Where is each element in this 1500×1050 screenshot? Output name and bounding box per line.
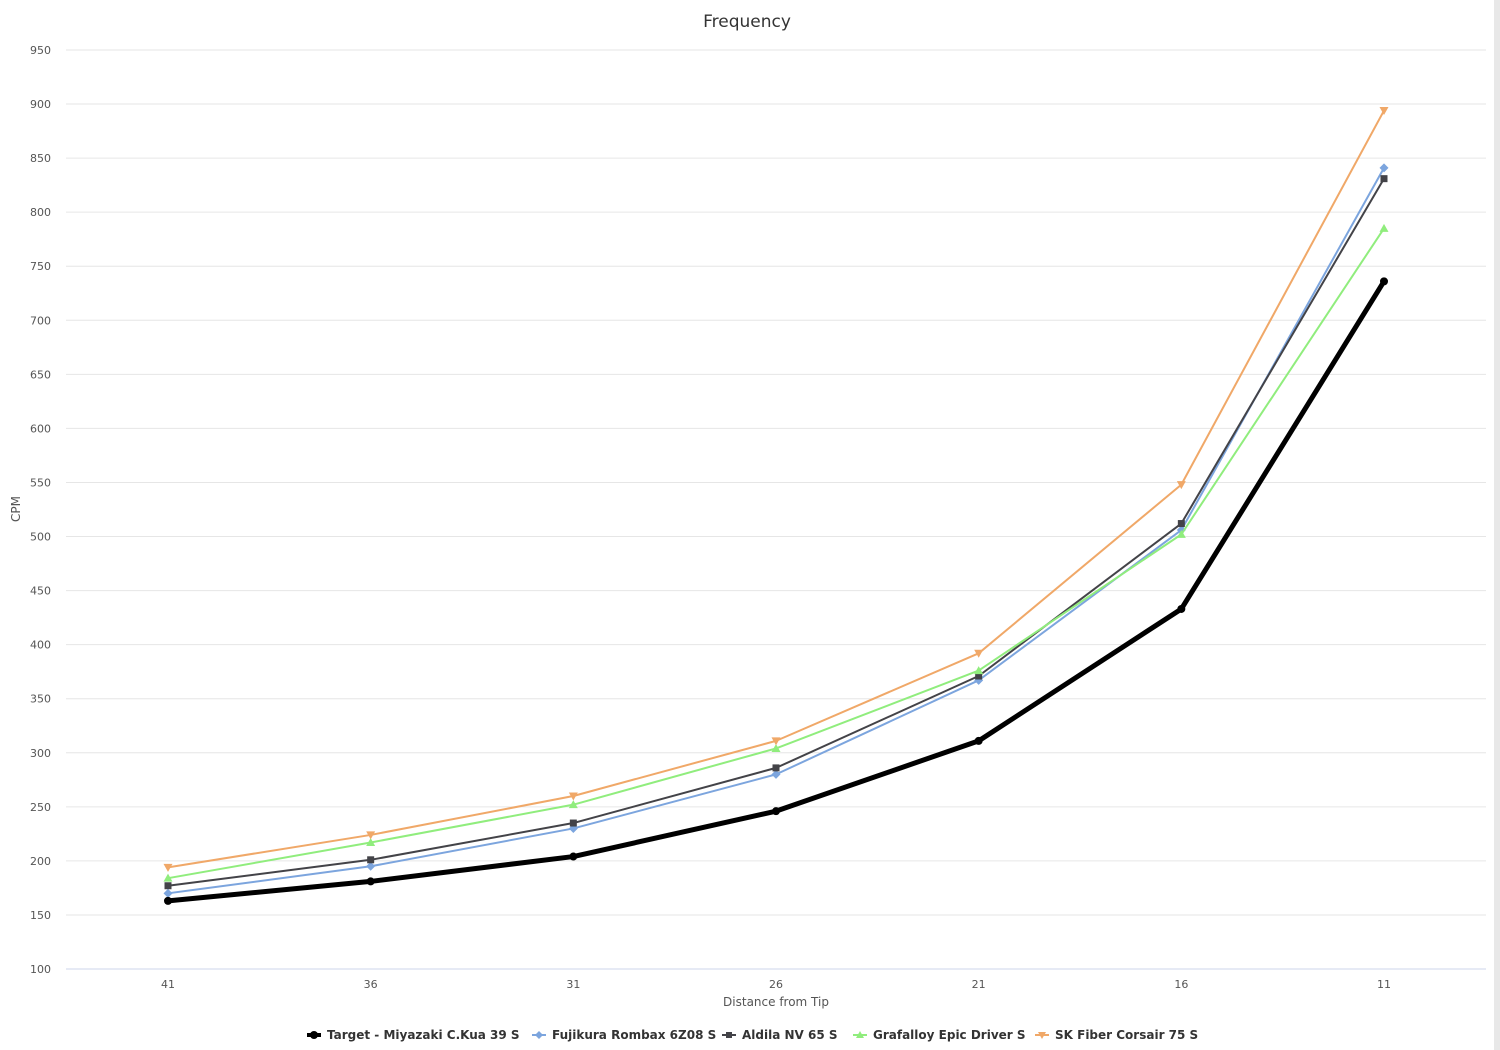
y-tick-label: 900 [30, 98, 51, 111]
legend-item[interactable]: SK Fiber Corsair 75 S [1035, 1028, 1198, 1042]
data-point[interactable] [366, 861, 376, 871]
y-tick-label: 750 [30, 260, 51, 273]
y-tick-label: 150 [30, 909, 51, 922]
data-point[interactable] [1176, 481, 1186, 490]
data-point[interactable] [164, 882, 172, 890]
data-point[interactable] [772, 807, 780, 816]
series-3 [163, 223, 1389, 882]
data-point[interactable] [366, 877, 375, 886]
y-tick-label: 500 [30, 531, 51, 544]
data-point[interactable] [974, 666, 984, 675]
data-point[interactable] [367, 856, 375, 864]
data-point[interactable] [1380, 175, 1388, 183]
y-tick-label: 550 [30, 476, 51, 489]
data-point[interactable] [569, 852, 578, 861]
data-point[interactable] [1379, 163, 1389, 173]
legend-label: Grafalloy Epic Driver S [873, 1028, 1026, 1042]
legend: Target - Miyazaki C.Kua 39 S Fujikura Rom… [307, 1028, 1198, 1042]
x-tick-label: 31 [566, 978, 580, 991]
x-axis-ticks: 41 36 31 26 21 16 11 [161, 978, 1391, 991]
chart-title: Frequency [703, 12, 791, 32]
data-point[interactable] [163, 863, 173, 872]
x-tick-label: 21 [972, 978, 986, 991]
data-point[interactable] [1176, 529, 1186, 538]
data-point[interactable] [1379, 223, 1389, 232]
data-point[interactable] [771, 743, 781, 752]
data-point[interactable] [1380, 277, 1388, 286]
series-line[interactable] [167, 166, 1385, 895]
legend-item[interactable]: Grafalloy Epic Driver S [853, 1028, 1026, 1042]
y-tick-label: 300 [30, 747, 51, 760]
legend-marker[interactable] [1038, 1032, 1046, 1039]
legend-label: SK Fiber Corsair 75 S [1055, 1028, 1198, 1042]
legend-marker[interactable] [310, 1031, 318, 1039]
data-point[interactable] [163, 888, 173, 898]
legend-marker[interactable] [535, 1031, 543, 1039]
x-tick-label: 36 [364, 978, 378, 991]
data-point[interactable] [974, 649, 984, 658]
legend-label: Aldila NV 65 S [742, 1028, 838, 1042]
x-tick-label: 11 [1377, 978, 1391, 991]
series-group [163, 107, 1389, 905]
data-point[interactable] [975, 672, 983, 680]
legend-item[interactable]: Aldila NV 65 S [722, 1028, 838, 1042]
y-axis-title: CPM [9, 496, 23, 522]
grid-lines [66, 49, 1486, 970]
x-axis-title: Distance from Tip [723, 995, 829, 1009]
y-tick-label: 450 [30, 585, 51, 598]
y-tick-label: 850 [30, 152, 51, 165]
data-point[interactable] [772, 764, 780, 772]
legend-label: Fujikura Rombax 6Z08 S [552, 1028, 716, 1042]
y-tick-label: 700 [30, 314, 51, 327]
legend-label: Target - Miyazaki C.Kua 39 S [327, 1028, 520, 1042]
scrollbar[interactable] [1494, 0, 1500, 1050]
data-point[interactable] [164, 896, 172, 905]
y-tick-label: 650 [30, 368, 51, 381]
data-point[interactable] [974, 736, 983, 745]
x-tick-label: 16 [1174, 978, 1188, 991]
data-point[interactable] [163, 873, 173, 882]
x-tick-label: 26 [769, 978, 783, 991]
y-tick-label: 200 [30, 855, 51, 868]
y-tick-label: 950 [30, 44, 51, 57]
legend-marker[interactable] [726, 1032, 732, 1038]
data-point[interactable] [568, 800, 578, 809]
series-line[interactable] [167, 227, 1385, 880]
series-2 [164, 175, 1388, 890]
legend-item[interactable]: Target - Miyazaki C.Kua 39 S [307, 1028, 520, 1042]
series-1 [163, 163, 1389, 898]
legend-marker[interactable] [856, 1031, 864, 1038]
series-0 [164, 277, 1388, 905]
x-tick-label: 41 [161, 978, 175, 991]
legend-item[interactable]: Fujikura Rombax 6Z08 S [532, 1028, 716, 1042]
data-point[interactable] [1177, 604, 1186, 613]
y-tick-label: 350 [30, 693, 51, 706]
data-point[interactable] [1379, 107, 1389, 116]
y-tick-label: 400 [30, 639, 51, 652]
data-point[interactable] [568, 792, 578, 801]
y-tick-label: 250 [30, 801, 51, 814]
y-axis-ticks: 100 150 200 250 300 350 400 450 500 550 600 650 700 7… [30, 44, 51, 976]
data-point[interactable] [366, 838, 376, 847]
series-line[interactable] [167, 177, 1385, 887]
y-tick-label: 600 [30, 422, 51, 435]
data-point[interactable] [771, 737, 781, 746]
data-point[interactable] [569, 819, 577, 827]
data-point[interactable] [771, 769, 781, 779]
data-point[interactable] [1177, 520, 1185, 528]
data-point[interactable] [366, 831, 376, 840]
series-4 [163, 107, 1389, 872]
y-tick-label: 100 [30, 963, 51, 976]
y-tick-label: 800 [30, 206, 51, 219]
